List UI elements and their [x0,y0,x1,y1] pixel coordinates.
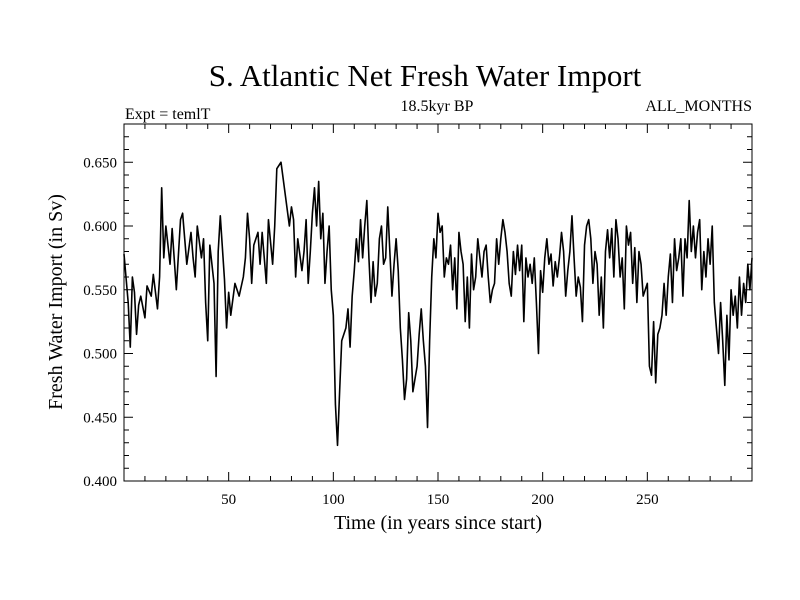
y-axis-label: Fresh Water Import (in Sv) [45,194,67,410]
months-label: ALL_MONTHS [645,98,752,115]
y-tick-label: 0.550 [83,283,117,299]
chart-title: S. Atlantic Net Fresh Water Import [209,58,642,93]
x-tick-label: 150 [427,492,450,508]
x-tick-label: 100 [322,492,345,508]
x-axis-label: Time (in years since start) [334,512,542,534]
fresh-water-series-line [123,161,753,447]
x-tick-label: 200 [531,492,554,508]
y-tick-label: 0.400 [83,474,117,490]
x-tick-label: 250 [636,492,659,508]
y-axis: 0.400 0.450 0.500 0.550 0.600 0.650 [83,136,752,490]
x-tick-label: 50 [221,492,236,508]
experiment-label: Expt = temlT [125,106,211,123]
y-tick-label: 0.500 [83,347,117,363]
x-axis: 50 100 150 200 250 [144,124,732,508]
period-label: 18.5kyr BP [401,98,474,115]
y-tick-label: 0.650 [83,155,117,171]
y-tick-label: 0.450 [83,410,117,426]
y-tick-label: 0.600 [83,219,117,235]
